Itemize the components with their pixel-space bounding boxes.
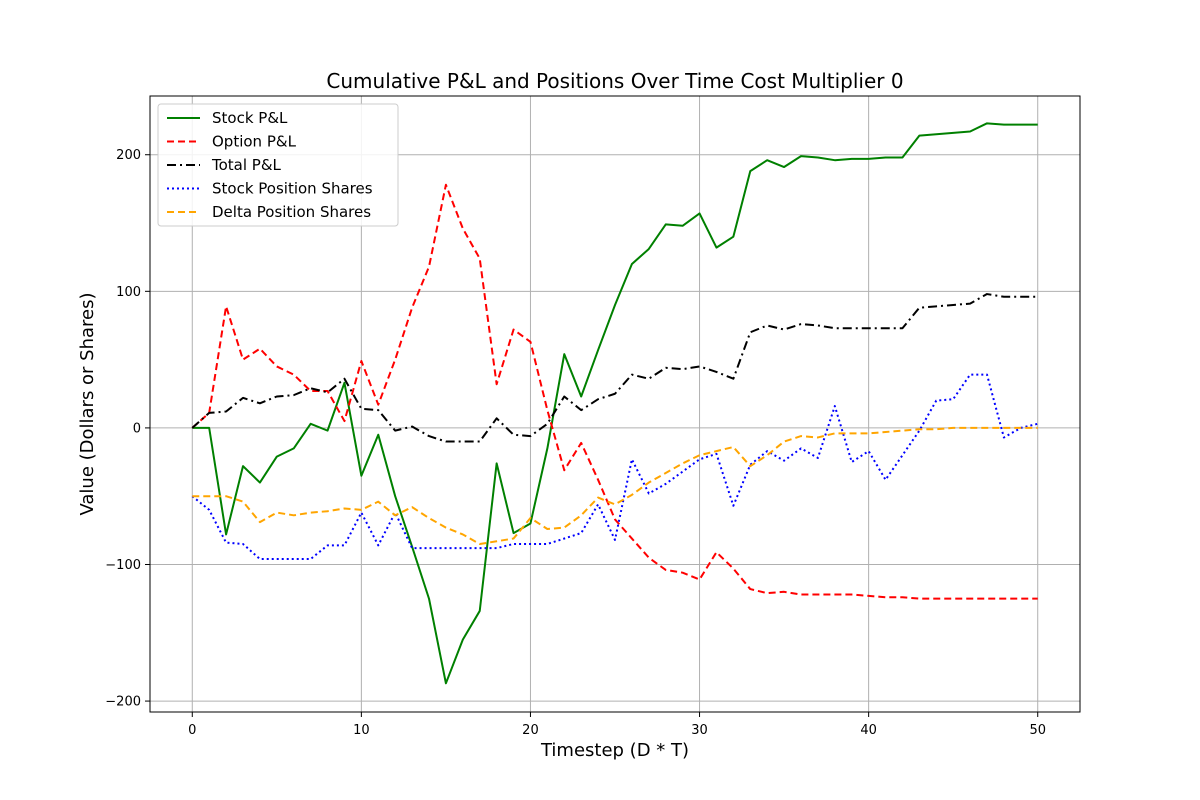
legend-label: Total P&L	[211, 156, 282, 174]
legend-box	[157, 103, 399, 227]
y-tick-label: −100	[105, 558, 141, 573]
legend-label: Delta Position Shares	[212, 203, 371, 221]
x-tick-label: 50	[1029, 723, 1046, 738]
legend: Stock P&L Option P&L Total P&L Stock Positi…	[157, 103, 399, 227]
x-tick-label: 0	[188, 723, 196, 738]
chart-title: Cumulative P&L and Positions Over Time C…	[326, 69, 903, 93]
series-lines	[191, 122, 1038, 685]
series-line-total-p-l	[191, 293, 1038, 443]
y-axis-label: Value (Dollars or Shares)	[77, 292, 98, 515]
x-axis: 0 10 20 30 40 50	[188, 712, 1046, 738]
legend-label: Option P&L	[212, 133, 297, 151]
legend-label: Stock P&L	[212, 109, 288, 127]
x-tick-label: 40	[860, 723, 877, 738]
x-tick-label: 30	[691, 723, 708, 738]
x-tick-label: 20	[522, 723, 539, 738]
y-tick-label: 100	[116, 285, 141, 300]
x-tick-label: 10	[353, 723, 370, 738]
series-line-option-p-l	[191, 183, 1038, 600]
series-line-stock-position-shares	[191, 373, 1038, 561]
y-tick-label: −200	[105, 695, 141, 710]
plot-frame	[149, 95, 1081, 713]
series-line-stock-p-l	[192, 122, 1038, 685]
y-tick-label: 200	[116, 148, 141, 163]
y-axis: −200 −100 0 100 200	[105, 148, 150, 710]
series-line-delta-position-shares	[192, 426, 1038, 545]
x-axis-label: Timestep (D * T)	[540, 740, 689, 761]
y-tick-label: 0	[133, 421, 141, 436]
legend-label: Stock Position Shares	[212, 180, 373, 198]
